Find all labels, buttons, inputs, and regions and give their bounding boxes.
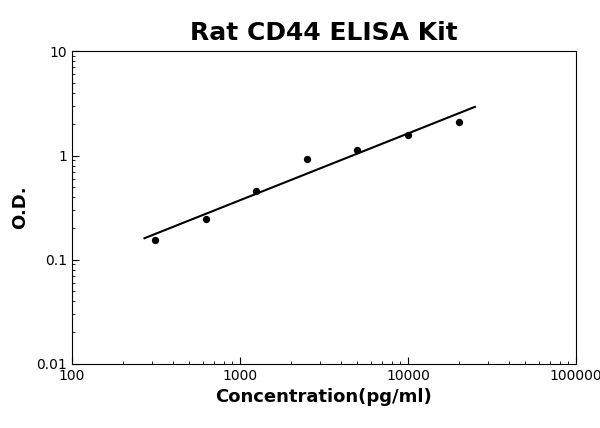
Title: Rat CD44 ELISA Kit: Rat CD44 ELISA Kit bbox=[190, 21, 458, 45]
Point bbox=[302, 156, 311, 163]
Point bbox=[454, 119, 463, 125]
Point bbox=[201, 216, 211, 223]
Point bbox=[151, 236, 160, 243]
Point bbox=[403, 131, 413, 138]
X-axis label: Concentration(pg/ml): Concentration(pg/ml) bbox=[215, 388, 433, 406]
Point bbox=[353, 146, 362, 153]
Y-axis label: O.D.: O.D. bbox=[11, 186, 29, 229]
Point bbox=[251, 187, 261, 194]
